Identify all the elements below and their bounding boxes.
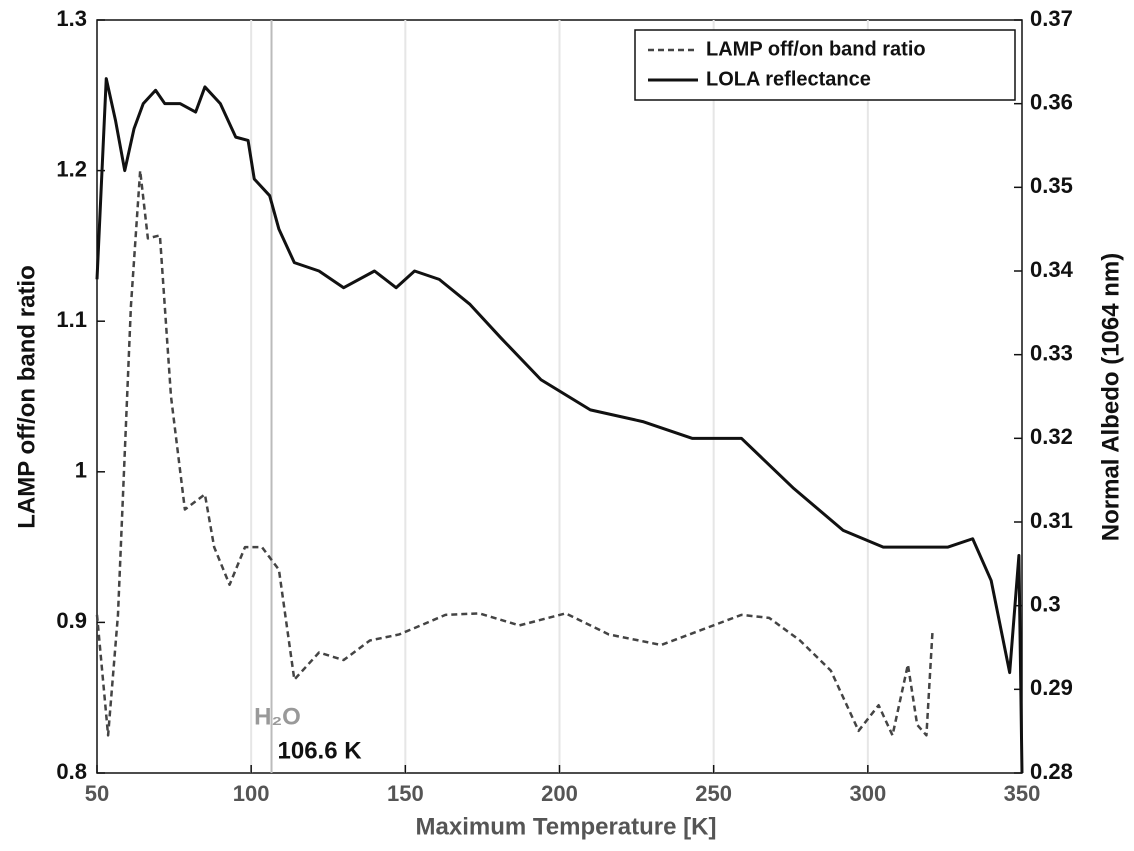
y-tick-label: 0.9 bbox=[56, 608, 87, 633]
x-tick-label: 100 bbox=[233, 781, 270, 806]
x-tick-label: 200 bbox=[541, 781, 578, 806]
x-tick-label: 150 bbox=[387, 781, 424, 806]
y-tick-label: 0.8 bbox=[56, 759, 87, 784]
y2-tick-label: 0.35 bbox=[1030, 173, 1073, 198]
x-tick-label: 350 bbox=[1004, 781, 1041, 806]
legend-label: LOLA reflectance bbox=[706, 68, 871, 90]
x-tick-label: 250 bbox=[695, 781, 732, 806]
y2-tick-label: 0.28 bbox=[1030, 759, 1073, 784]
y-tick-label: 1.2 bbox=[56, 156, 87, 181]
y-tick-label: 1.3 bbox=[56, 6, 87, 31]
x-tick-label: 300 bbox=[849, 781, 886, 806]
annotation-label: 106.6 K bbox=[278, 737, 363, 764]
annotation-species: H₂O bbox=[254, 703, 301, 730]
y-tick-label: 1.1 bbox=[56, 307, 87, 332]
y2-tick-label: 0.34 bbox=[1030, 257, 1074, 282]
x-axis-label: Maximum Temperature [K] bbox=[416, 813, 717, 840]
x-tick-label: 50 bbox=[85, 781, 109, 806]
y-axis-label: LAMP off/on band ratio bbox=[13, 265, 40, 529]
y2-tick-label: 0.29 bbox=[1030, 675, 1073, 700]
series-line bbox=[95, 169, 934, 737]
series-line bbox=[95, 77, 1024, 774]
y2-tick-label: 0.32 bbox=[1030, 424, 1073, 449]
y2-tick-label: 0.31 bbox=[1030, 508, 1073, 533]
y2-tick-label: 0.36 bbox=[1030, 89, 1073, 114]
y2-tick-label: 0.37 bbox=[1030, 6, 1073, 31]
y2-tick-label: 0.3 bbox=[1030, 591, 1061, 616]
legend-label: LAMP off/on band ratio bbox=[706, 38, 926, 60]
legend-box bbox=[634, 29, 1016, 101]
y2-tick-label: 0.33 bbox=[1030, 340, 1073, 365]
y2-axis-label: Normal Albedo (1064 nm) bbox=[1097, 253, 1124, 542]
y-tick-label: 1 bbox=[75, 458, 87, 483]
